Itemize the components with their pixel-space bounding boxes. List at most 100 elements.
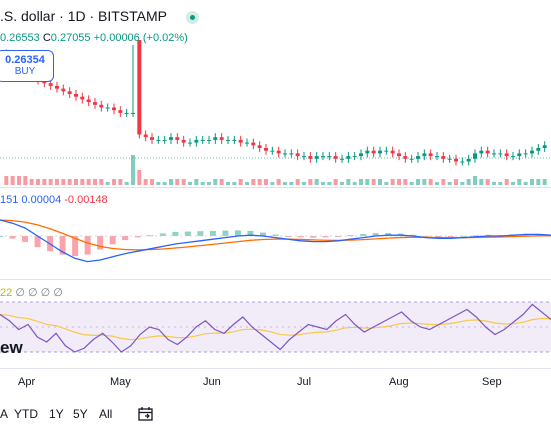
candle-body (80, 96, 85, 100)
candle-body (131, 112, 135, 114)
volume-bar (264, 179, 268, 185)
volume-bar (289, 182, 294, 185)
macd-value-2: 0.00004 (21, 194, 62, 206)
macd-histogram-bar (34, 236, 41, 248)
candle-body (169, 137, 173, 140)
symbol-title[interactable]: .S. dollar · 1D · BITSTAMP (0, 8, 167, 24)
volume-bar (188, 182, 192, 185)
volume-bar (479, 179, 484, 185)
candle-body (542, 145, 547, 148)
volume-bar (238, 179, 243, 185)
candle-body (276, 150, 281, 154)
range-button-5y[interactable]: 5Y (73, 407, 88, 421)
volume-bar (257, 179, 262, 185)
range-button-ytd[interactable]: YTD (14, 407, 38, 421)
tradingview-watermark: ew (0, 338, 23, 357)
macd-histogram-bar (259, 232, 266, 236)
macd-histogram-bar (84, 236, 91, 255)
volume-bar (67, 179, 72, 185)
macd-histogram-bar (222, 230, 229, 236)
rsi-empty-values: ∅ ∅ ∅ ∅ (15, 287, 63, 299)
volume-bar (485, 179, 490, 185)
macd-histogram-bar (310, 236, 317, 238)
volume-bar (333, 179, 338, 185)
volume-bar (492, 182, 496, 185)
calendar-range-icon[interactable] (137, 405, 155, 423)
volume-bar (194, 179, 199, 185)
rsi-ma-line (0, 313, 551, 341)
macd-histogram-bar (285, 236, 292, 237)
candle-body (48, 83, 53, 86)
candle-body (105, 107, 110, 109)
candle-body (435, 156, 439, 158)
macd-histogram-bar (59, 236, 66, 255)
macd-histogram-bar (122, 236, 129, 241)
range-button-1y[interactable]: 1Y (49, 407, 64, 421)
candle-body (67, 91, 72, 94)
volume-bar (17, 176, 21, 185)
volume-bar (441, 179, 446, 185)
volume-bar (536, 179, 541, 185)
volume-bar (409, 182, 414, 185)
macd-histogram-bar (109, 236, 116, 245)
volume-bar (251, 179, 256, 185)
volume-bar (245, 182, 249, 185)
macd-histogram-bar (72, 236, 79, 257)
candle-body (460, 161, 465, 163)
market-status-icon[interactable] (186, 11, 199, 24)
candle-body (409, 158, 414, 160)
candle-body (257, 145, 262, 148)
volume-bar (511, 182, 515, 185)
volume-bar (371, 179, 376, 185)
price-chart[interactable] (0, 0, 551, 400)
macd-histogram-bar (460, 235, 467, 237)
candle-body (321, 156, 325, 158)
range-button[interactable]: A (0, 407, 9, 421)
macd-histogram-bar (372, 233, 379, 236)
candle-body (245, 142, 249, 144)
buy-button[interactable]: 0.26354 BUY (0, 50, 54, 82)
macd-histogram-bar (322, 236, 329, 238)
volume-bar (454, 179, 458, 185)
macd-histogram-bar (234, 230, 241, 236)
macd-legend[interactable]: 151 0.00004 -0.00148 (0, 194, 108, 206)
candle-body (124, 112, 129, 114)
macd-histogram-bar (197, 231, 204, 236)
candle-body (359, 153, 363, 157)
volume-bar (74, 179, 78, 185)
candle-body (422, 153, 427, 157)
volume-bar (200, 182, 205, 185)
volume-bar (112, 179, 116, 185)
macd-histogram-bar (9, 236, 16, 239)
candle-body (143, 134, 148, 138)
volume-bar (10, 176, 15, 185)
candle-body (485, 150, 490, 154)
rsi-group (0, 303, 551, 353)
volume-bar (403, 179, 408, 185)
close-label: C (42, 32, 51, 44)
volume-bar (80, 179, 85, 185)
rsi-legend[interactable]: 22 ∅ ∅ ∅ ∅ (0, 286, 63, 299)
volume-bar (302, 182, 306, 185)
candle-body (473, 153, 477, 159)
range-button-all[interactable]: All (99, 407, 113, 421)
candle-body (175, 137, 180, 140)
candle-body (308, 156, 313, 159)
x-tick-label: Aug (389, 376, 409, 388)
candle-body (333, 156, 338, 159)
volume-group (4, 155, 547, 185)
candle-body (99, 104, 104, 108)
volume-bar (314, 179, 319, 185)
candle-body (213, 137, 218, 140)
rsi-value: 22 (0, 287, 13, 299)
candle-body (188, 142, 192, 144)
volume-bar (232, 182, 237, 185)
candle-body (479, 150, 484, 154)
volume-bar (422, 179, 427, 185)
macd-histogram-bar (272, 234, 279, 236)
candle-body (492, 153, 496, 155)
candle-body (346, 156, 351, 159)
range-toolbar: A YTD 1Y 5Y All (0, 402, 551, 431)
candle-body (137, 40, 142, 135)
close-value: 0.27055 (50, 32, 91, 44)
